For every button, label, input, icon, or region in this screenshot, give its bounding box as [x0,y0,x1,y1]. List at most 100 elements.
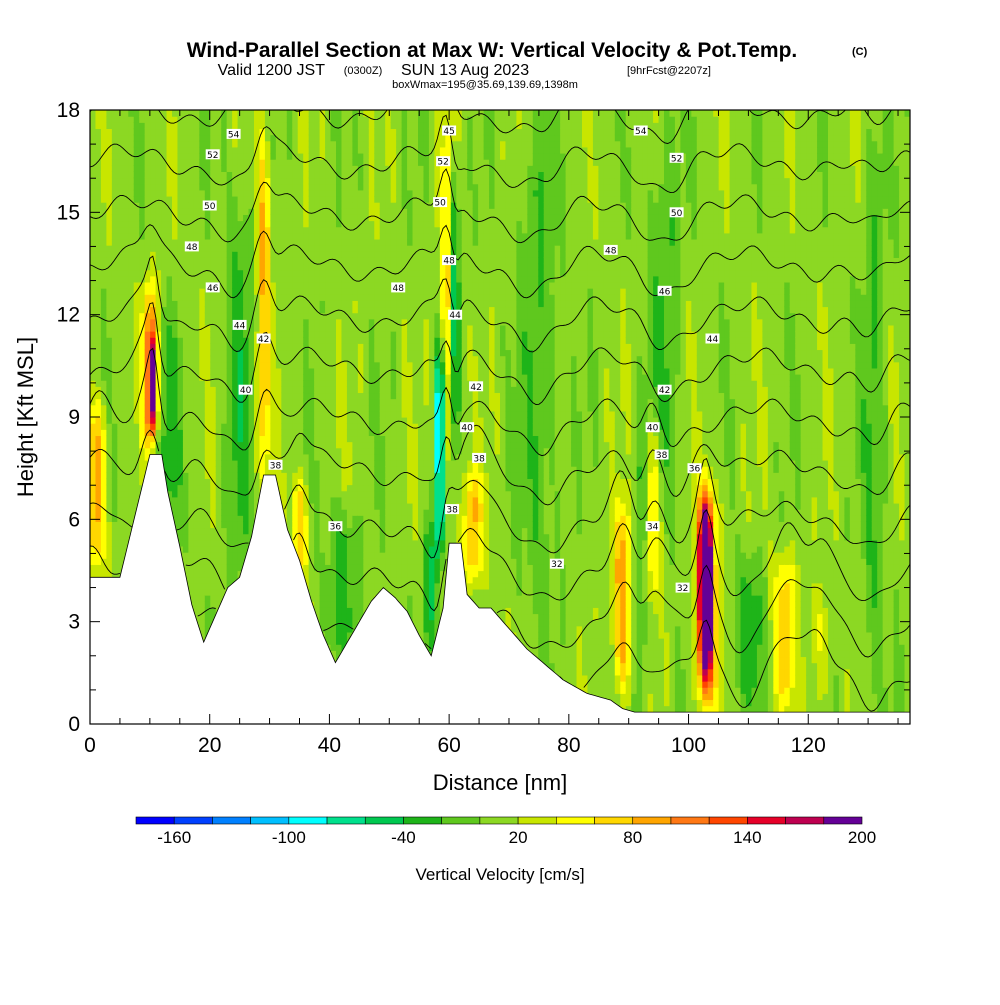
velocity-cell [281,202,288,209]
velocity-cell [264,128,271,136]
velocity-cell [182,220,189,228]
velocity-cell [166,140,173,148]
velocity-cell [292,337,299,344]
velocity-cell [297,177,304,185]
velocity-cell [193,122,200,130]
velocity-cell [264,324,271,332]
velocity-cell [330,195,337,203]
velocity-cell [177,447,184,455]
velocity-cell [303,128,310,136]
velocity-cell [325,208,332,215]
velocity-cell [177,410,184,418]
velocity-cell [226,515,233,522]
velocity-cell [188,515,195,522]
velocity-cell [166,380,173,387]
velocity-cell [341,533,348,541]
velocity-cell [111,502,118,510]
velocity-cell [133,318,140,326]
velocity-cell [177,183,184,191]
velocity-cell [341,564,348,572]
velocity-cell [161,238,168,246]
velocity-cell [188,539,195,547]
velocity-cell [122,404,129,412]
velocity-cell [308,570,315,578]
velocity-cell [117,552,124,559]
velocity-cell [264,306,271,314]
velocity-cell [133,374,140,381]
velocity-cell [150,189,157,197]
velocity-cell [128,232,135,240]
velocity-cell [346,380,353,387]
velocity-cell [139,183,146,191]
velocity-cell [139,251,146,258]
velocity-cell [303,294,310,301]
velocity-cell [188,496,195,504]
velocity-cell [303,484,310,492]
velocity-cell [161,226,168,234]
velocity-cell [319,386,326,394]
velocity-cell [286,257,293,265]
velocity-cell [352,545,359,553]
velocity-cell [193,152,200,160]
velocity-cell [122,208,129,215]
velocity-cell [193,417,200,424]
velocity-cell [357,417,364,424]
velocity-cell [193,343,200,351]
velocity-cell [117,263,124,271]
velocity-cell [346,269,353,277]
velocity-cell [182,472,189,479]
velocity-cell [90,490,97,498]
velocity-cell [308,361,315,369]
velocity-cell [128,275,135,283]
velocity-cell [122,472,129,479]
velocity-cell [193,515,200,522]
velocity-cell [161,435,168,443]
velocity-cell [232,374,239,381]
velocity-cell [188,257,195,265]
velocity-cell [281,189,288,197]
velocity-cell [226,349,233,357]
velocity-cell [319,202,326,209]
velocity-cell [193,318,200,326]
velocity-cell [106,441,113,449]
velocity-cell [292,116,299,123]
velocity-cell [177,515,184,522]
velocity-cell [95,226,102,234]
velocity-cell [95,386,102,394]
velocity-cell [210,453,217,461]
velocity-cell [330,619,337,627]
velocity-cell [199,478,206,486]
velocity-cell [281,195,288,203]
velocity-cell [308,595,315,602]
velocity-cell [221,576,228,584]
velocity-cell [336,466,343,473]
velocity-cell [325,367,332,375]
velocity-cell [303,558,310,565]
velocity-cell [243,472,250,479]
velocity-cell [106,521,113,529]
velocity-cell [172,502,179,510]
velocity-cell [286,502,293,510]
velocity-cell [237,165,244,172]
velocity-cell [325,638,332,645]
velocity-cell [308,171,315,179]
velocity-cell [95,134,102,142]
velocity-cell [150,306,157,314]
velocity-cell [150,238,157,246]
velocity-cell [193,189,200,197]
velocity-cell [204,208,211,215]
velocity-cell [161,318,168,326]
velocity-cell [177,300,184,308]
velocity-cell [292,386,299,394]
velocity-cell [172,324,179,332]
velocity-cell [193,601,200,608]
velocity-cell [182,392,189,400]
velocity-cell [292,349,299,357]
velocity-cell [325,423,332,430]
velocity-cell [106,410,113,418]
velocity-cell [199,404,206,412]
velocity-cell [188,441,195,449]
velocity-cell [199,496,206,504]
velocity-cell [226,202,233,209]
velocity-cell [281,398,288,406]
